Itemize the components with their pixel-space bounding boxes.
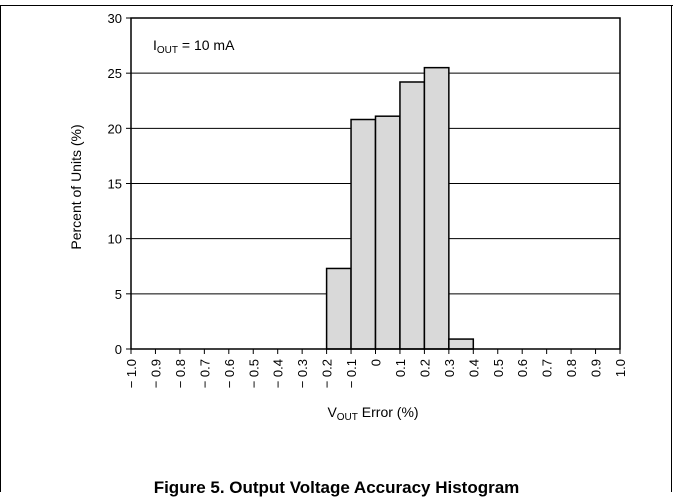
x-tick-label: − 0.3 [295,359,310,388]
histogram-bar [399,81,426,350]
page-border-left [0,5,1,492]
y-tick-label: 0 [115,342,122,357]
x-tick-label: 0.9 [589,359,604,377]
x-tick-label: 1.0 [613,359,628,377]
x-tick-label: − 0.5 [246,359,261,388]
x-tick-label: 0.4 [466,359,481,377]
page-border-top [0,5,673,6]
x-tick-label: − 1.0 [124,359,139,388]
histogram-bar [350,118,377,350]
page-border-right [671,5,672,492]
histogram-bar [423,66,450,350]
x-tick-label: − 0.1 [344,359,359,388]
x-tick-label: 0.6 [515,359,530,377]
x-tick-label: − 0.8 [173,359,188,388]
y-tick-label: 30 [108,11,122,26]
y-tick-label: 25 [108,66,122,81]
x-axis-ticks: − 1.0 − 0.9 − 0.8 − 0.7 − 0.6 − 0.5 − 0.4 − 0.3… [124,349,628,388]
y-axis-label: Percent of Units (%) [68,124,84,250]
x-tick-label: 0.1 [393,359,408,377]
x-tick-label: 0.2 [417,359,432,377]
histogram-bar [325,267,352,350]
x-tick-label: 0.8 [564,359,579,377]
x-tick-label: 0.3 [442,359,457,377]
x-tick-label: − 0.6 [222,359,237,388]
x-axis-label: VOUT Error (%) [327,404,419,423]
x-tick-label: 0 [369,359,384,366]
x-tick-label: − 0.2 [320,359,335,388]
x-tick-label: − 0.9 [148,359,163,388]
y-tick-label: 20 [108,121,122,136]
x-tick-label: − 0.4 [271,359,286,388]
bars [325,66,475,350]
y-tick-label: 5 [115,287,122,302]
iout-annotation: IOUT = 10 mA [153,37,235,56]
y-axis-ticks: 0 5 10 15 20 25 30 [108,11,131,357]
figure-caption: Figure 5. Output Voltage Accuracy Histog… [153,478,520,497]
y-tick-label: 15 [108,177,122,192]
x-tick-label: − 0.7 [197,359,212,388]
x-tick-label: 0.7 [540,359,555,377]
y-tick-label: 10 [108,232,122,247]
histogram-bar [448,338,475,350]
histogram-bar [374,115,401,350]
x-tick-label: 0.5 [491,359,506,377]
